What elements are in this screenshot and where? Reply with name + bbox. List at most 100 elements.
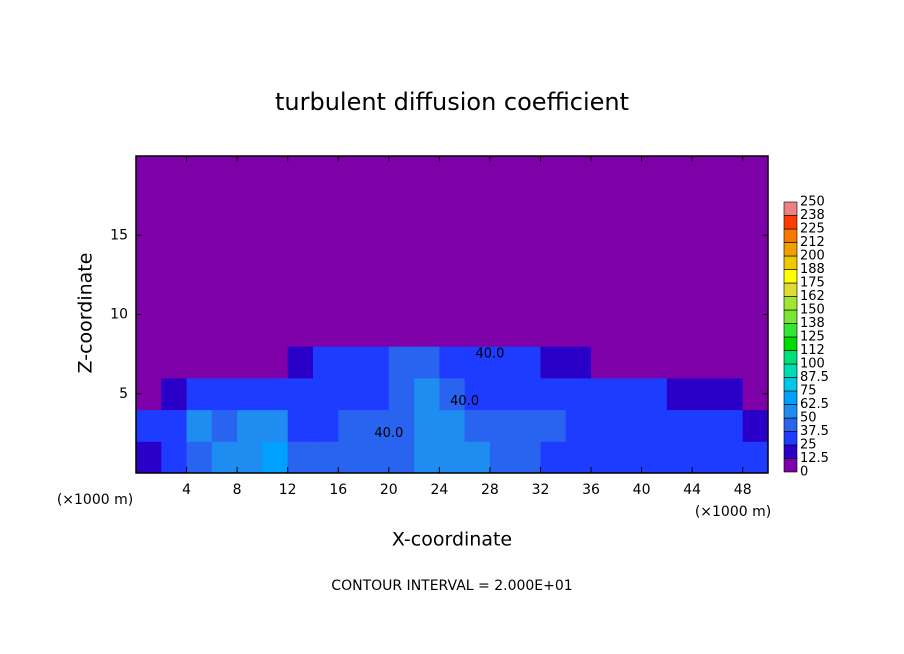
contour-label: 40.0 (475, 347, 504, 362)
field-cell (565, 282, 592, 315)
field-cell (262, 219, 289, 252)
field-cell (641, 409, 668, 442)
field-cell (211, 282, 238, 315)
field-cell (742, 282, 769, 315)
field-cell (666, 346, 693, 379)
colorbar-swatch (783, 282, 798, 297)
field-cell (540, 251, 567, 284)
field-cell (439, 346, 466, 379)
field-cell (717, 441, 744, 474)
field-cell (211, 409, 238, 442)
field-cell (414, 219, 440, 252)
field-cell (312, 282, 339, 315)
field-cell (262, 377, 289, 411)
field-cell (237, 377, 263, 411)
field-cell (388, 377, 415, 411)
x-tick-label: 12 (279, 482, 297, 498)
field-cell (363, 314, 390, 347)
field-cell (540, 187, 567, 220)
contour-label: 40.0 (450, 394, 479, 409)
field-cell (338, 377, 365, 411)
field-cell (515, 251, 541, 284)
field-cell (616, 409, 643, 442)
field-cell (717, 282, 744, 315)
colorbar-swatch (783, 309, 798, 324)
x-tick-label: 8 (233, 482, 242, 498)
field-cell (388, 314, 415, 347)
field-cell (540, 314, 567, 347)
field-cell (489, 219, 516, 252)
field-cell (489, 251, 516, 284)
colorbar-label: 50 (800, 411, 817, 426)
field-cell (692, 346, 718, 379)
field-cell (287, 346, 314, 379)
field-cell (388, 187, 415, 220)
x-tick-label: 36 (582, 482, 600, 498)
field-cell (565, 346, 592, 379)
field-cell (591, 282, 617, 315)
field-cell (312, 377, 339, 411)
field-cell (616, 156, 643, 189)
field-cell (515, 441, 541, 474)
field-cell (616, 187, 643, 220)
field-cell (464, 314, 491, 347)
field-cell (363, 187, 390, 220)
field-cell (388, 441, 415, 474)
field-cell (565, 441, 592, 474)
field-cell (666, 156, 693, 189)
field-cell (161, 377, 188, 411)
field-cell (742, 441, 769, 474)
field-cell (742, 314, 769, 347)
field-cell (666, 377, 693, 411)
field-cell (338, 314, 365, 347)
field-cell (338, 251, 365, 284)
field-cell (489, 409, 516, 442)
field-cell (388, 219, 415, 252)
field-cell (262, 187, 289, 220)
field-cell (312, 314, 339, 347)
field-cell (388, 346, 415, 379)
field-cell (287, 251, 314, 284)
field-cell (692, 219, 718, 252)
field-cell (186, 219, 213, 252)
colorbar-label: 125 (800, 330, 825, 345)
field-cell (540, 409, 567, 442)
field-cell (666, 187, 693, 220)
field-cell (312, 187, 339, 220)
field-cell (237, 219, 263, 252)
colorbar-swatch (783, 228, 798, 243)
colorbar-label: 225 (800, 222, 825, 237)
field-cell (186, 251, 213, 284)
field-cell (287, 441, 314, 474)
field-cell (742, 346, 769, 379)
field-cell (237, 409, 263, 442)
field-cell (565, 156, 592, 189)
field-cell (186, 282, 213, 315)
field-cell (136, 346, 162, 379)
field-cell (439, 187, 466, 220)
field-cell (388, 156, 415, 189)
field-cell (363, 346, 390, 379)
field-cell (439, 251, 466, 284)
x-tick-label: 16 (329, 482, 347, 498)
field-cell (287, 282, 314, 315)
field-cell (641, 156, 668, 189)
contour-label: 40.0 (374, 426, 403, 441)
colorbar-swatch (783, 363, 798, 378)
field-cell (515, 377, 541, 411)
colorbar-label: 250 (800, 195, 825, 210)
field-cell (540, 219, 567, 252)
field-cell (287, 219, 314, 252)
field-cell (136, 251, 162, 284)
field-cell (186, 156, 213, 189)
field-cell (464, 156, 491, 189)
colorbar-swatch (783, 215, 798, 230)
field-cell (388, 282, 415, 315)
colorbar-swatch (783, 431, 798, 446)
field-cell (287, 314, 314, 347)
field-cell (237, 187, 263, 220)
field-cell (312, 346, 339, 379)
field-cell (262, 346, 289, 379)
field-cell (262, 282, 289, 315)
